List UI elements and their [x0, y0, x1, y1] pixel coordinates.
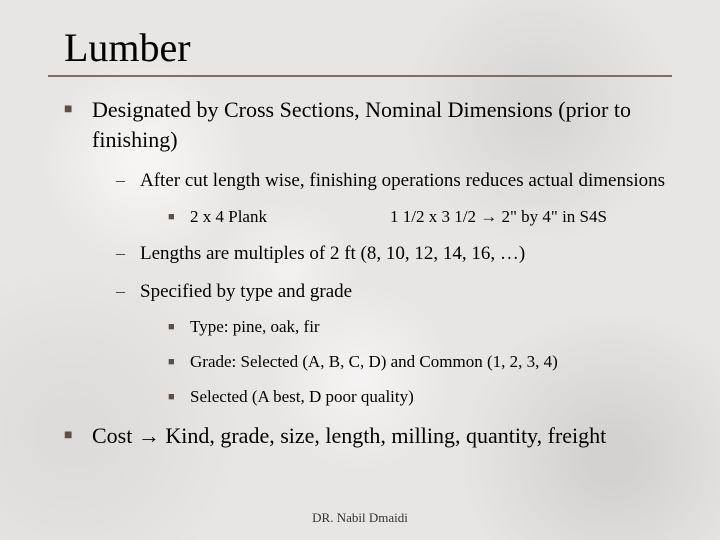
sub-sub-c1: ■ Type: pine, oak, fir	[168, 316, 672, 339]
plank-left-text: 2 x 4 Plank	[190, 206, 390, 229]
dash-bullet-icon: –	[116, 279, 140, 305]
square-bullet-icon: ■	[64, 421, 92, 451]
bullet-cost: ■ Cost → Kind, grade, size, length, mill…	[64, 421, 672, 451]
sub-a-text: After cut length wise, finishing operati…	[140, 168, 665, 194]
sub-bullet-a: – After cut length wise, finishing opera…	[116, 168, 672, 194]
main-point-text: Designated by Cross Sections, Nominal Di…	[92, 95, 672, 154]
sub-c2-text: Grade: Selected (A, B, C, D) and Common …	[190, 351, 558, 374]
title-underline	[48, 75, 672, 77]
sub-bullet-c: – Specified by type and grade	[116, 279, 672, 305]
plank-right-text: 1 1/2 x 3 1/2 → 2" by 4" in S4S	[390, 206, 607, 229]
sub-sub-plank: ■ 2 x 4 Plank 1 1/2 x 3 1/2 → 2" by 4" i…	[168, 206, 672, 229]
sub-c-text: Specified by type and grade	[140, 279, 352, 305]
bullet-main: ■ Designated by Cross Sections, Nominal …	[64, 95, 672, 154]
dash-bullet-icon: –	[116, 168, 140, 194]
sub-bullet-b: – Lengths are multiples of 2 ft (8, 10, …	[116, 241, 672, 267]
cost-point-text: Cost → Kind, grade, size, length, millin…	[92, 421, 606, 451]
footer-author: DR. Nabil Dmaidi	[0, 510, 720, 526]
slide-title: Lumber	[64, 24, 672, 71]
sub-sub-c2: ■ Grade: Selected (A, B, C, D) and Commo…	[168, 351, 672, 374]
plank-row-text: 2 x 4 Plank 1 1/2 x 3 1/2 → 2" by 4" in …	[190, 206, 672, 229]
sub-b-text: Lengths are multiples of 2 ft (8, 10, 12…	[140, 241, 525, 267]
square-bullet-icon: ■	[168, 351, 190, 374]
slide-content: Lumber ■ Designated by Cross Sections, N…	[0, 0, 720, 540]
square-bullet-icon: ■	[168, 316, 190, 339]
square-bullet-icon: ■	[168, 206, 190, 229]
dash-bullet-icon: –	[116, 241, 140, 267]
sub-c3-text: Selected (A best, D poor quality)	[190, 386, 414, 409]
square-bullet-icon: ■	[64, 95, 92, 154]
sub-sub-c3: ■ Selected (A best, D poor quality)	[168, 386, 672, 409]
sub-c1-text: Type: pine, oak, fir	[190, 316, 320, 339]
square-bullet-icon: ■	[168, 386, 190, 409]
